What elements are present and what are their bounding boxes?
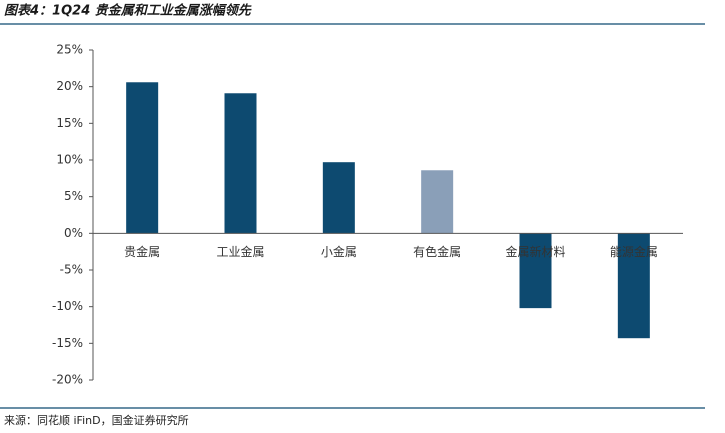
y-tick-label: -5% <box>60 263 83 277</box>
y-tick-label: 0% <box>64 226 83 240</box>
y-tick-label: -15% <box>52 336 83 350</box>
x-tick-label: 能源金属 <box>610 244 658 259</box>
y-tick-label: 20% <box>56 79 83 93</box>
bar <box>322 162 355 234</box>
chart-title: 图表4：1Q24 贵金属和工业金属涨幅领先 <box>4 3 252 19</box>
bar <box>421 170 454 234</box>
y-tick-label: -20% <box>52 373 83 387</box>
bar <box>617 233 650 339</box>
x-tick-label: 有色金属 <box>413 244 461 259</box>
y-tick-label: 15% <box>56 116 83 130</box>
bar <box>519 233 552 309</box>
y-tick-label: -10% <box>52 299 83 313</box>
x-tick-label: 小金属 <box>321 244 357 259</box>
y-tick-label: 5% <box>64 189 83 203</box>
y-tick-label: 10% <box>56 153 83 167</box>
y-tick-label: 25% <box>56 43 83 57</box>
bar <box>126 82 159 234</box>
x-tick-label: 金属新材料 <box>505 244 565 259</box>
x-tick-label: 工业金属 <box>216 244 264 259</box>
bar <box>224 93 257 234</box>
x-tick-label: 贵金属 <box>124 244 160 259</box>
source: 来源：同花顺 iFinD，国金证券研究所 <box>4 413 189 427</box>
